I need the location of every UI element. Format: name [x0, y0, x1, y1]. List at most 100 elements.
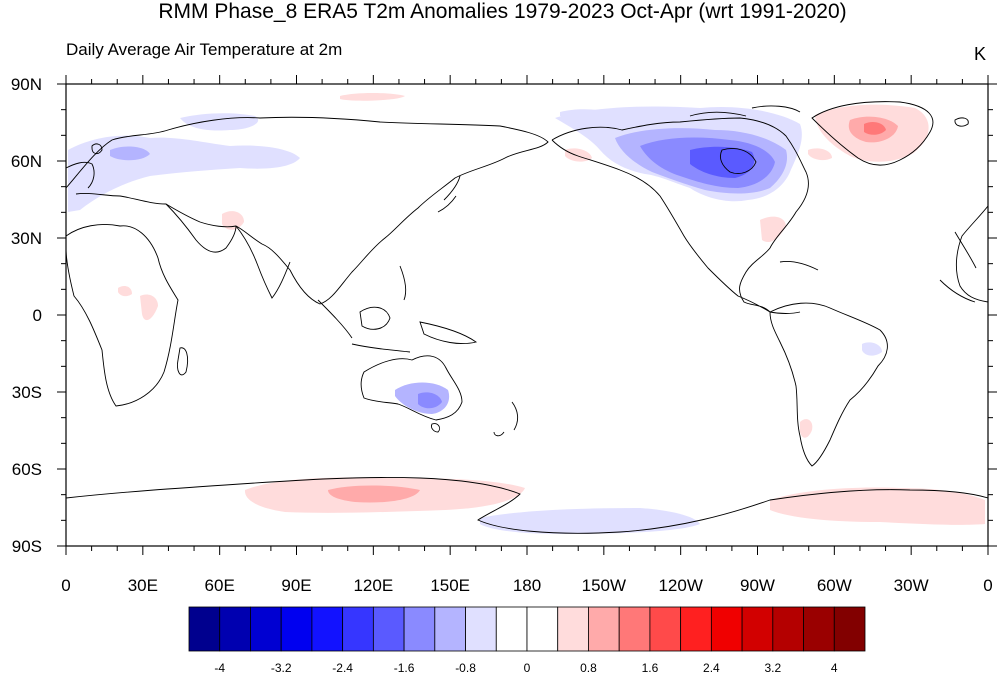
coastline-philippines — [399, 265, 407, 301]
colorbar-swatch — [588, 606, 620, 652]
lon-label: 150W — [582, 576, 626, 595]
coastline-antarctica — [66, 477, 988, 534]
anomaly-warm-us-east — [760, 216, 786, 243]
colorbar-label: 0 — [524, 661, 531, 675]
colorbar-swatch — [188, 606, 221, 652]
lon-label: 120W — [658, 576, 702, 595]
colorbar-swatch — [342, 606, 374, 652]
anomaly-warm-sahara — [118, 286, 132, 297]
lon-label: 180 — [513, 576, 541, 595]
colorbar-swatch — [434, 606, 466, 652]
lon-label: 0 — [61, 576, 70, 595]
colorbar-swatch — [649, 606, 682, 652]
colorbar-swatch — [772, 606, 804, 652]
coastlines — [66, 101, 988, 534]
colorbar-label: 2.4 — [703, 661, 720, 675]
anomaly-cold-russia — [180, 113, 259, 131]
colorbar-swatch — [680, 606, 712, 652]
coastline-hudson-bay — [719, 148, 757, 174]
lon-label: 30E — [128, 576, 158, 595]
lon-label: 60W — [817, 576, 852, 595]
coastline-caribbean — [769, 261, 819, 314]
colorbar-swatch — [311, 606, 344, 652]
units-label: K — [974, 44, 987, 64]
coastline-australia — [360, 355, 463, 421]
lon-label: 90W — [740, 576, 775, 595]
lat-label: 30S — [12, 383, 42, 402]
colorbar-swatch — [557, 606, 589, 652]
lat-label: 0 — [33, 306, 42, 325]
coastline-japan — [437, 175, 461, 213]
colorbar-labels: -4 -3.2 -2.4 -1.6 -0.8 0 0.8 1.6 2.4 3.2 4 — [214, 661, 838, 675]
anomaly-warm-greenland-peak — [864, 122, 886, 135]
anomaly-warm-antarctic-core — [328, 485, 420, 503]
coastline-greenland — [811, 101, 934, 166]
colorbar-swatch — [803, 606, 835, 652]
coastline-borneo — [359, 306, 391, 330]
colorbar-swatch — [833, 606, 866, 652]
anomaly-field — [68, 93, 985, 534]
anomaly-cold-scandinavia — [110, 146, 150, 161]
coastline-africa — [66, 224, 179, 407]
colorbar-swatch — [219, 606, 251, 652]
anomaly-cold-canada-3 — [690, 146, 755, 178]
coastline-madagascar — [177, 347, 189, 376]
lat-label: 30N — [11, 229, 42, 248]
anomaly-warm-middle-east — [222, 211, 244, 230]
longitude-labels: 0 30E 60E 90E 120E 150E 180 150W 120W 90W 60W 30W 0 — [61, 576, 992, 595]
lat-label: 60N — [11, 152, 42, 171]
coastline-arabia — [165, 203, 237, 253]
lon-label: 120E — [353, 576, 393, 595]
lon-label: 0 — [983, 576, 992, 595]
anomaly-cold-antarctic — [480, 508, 700, 534]
coastline-india — [235, 225, 291, 299]
coastline-tasmania — [431, 423, 441, 433]
colorbar-swatch — [495, 606, 528, 652]
coastline-africa-right — [955, 205, 988, 303]
colorbar-label: 0.8 — [580, 661, 597, 675]
anomaly-warm-africa — [140, 294, 158, 321]
colorbar-swatch — [710, 606, 743, 652]
coastline-sumatra — [317, 299, 353, 339]
colorbar-label: 4 — [831, 661, 838, 675]
colorbar-label: -3.2 — [271, 661, 292, 675]
colorbar-swatch — [280, 606, 313, 652]
coastline-britain — [91, 143, 103, 155]
coastline-eurasia — [66, 116, 549, 305]
anomaly-cold-south-america — [862, 342, 882, 356]
lon-label: 30W — [894, 576, 929, 595]
lat-label: 60S — [12, 460, 42, 479]
coastline-arctic-islands — [689, 105, 801, 117]
anomaly-warm-hudson — [808, 148, 832, 161]
coastline-iceland — [954, 117, 969, 127]
colorbar-label: 3.2 — [764, 661, 781, 675]
colorbar-swatch — [465, 606, 497, 652]
lon-label: 90E — [281, 576, 311, 595]
axis-ticks — [57, 75, 997, 555]
lat-label: 90S — [12, 537, 42, 556]
coastline-iberia-right — [939, 231, 977, 303]
coastline-new-zealand — [493, 401, 519, 437]
colorbar-label: 1.6 — [642, 661, 659, 675]
anomaly-warm-antarctic-west — [770, 487, 985, 525]
lat-label: 90N — [11, 75, 42, 94]
colorbar-label: -0.8 — [455, 661, 476, 675]
coastline-europe — [66, 161, 95, 189]
colorbar-swatch — [741, 606, 774, 652]
coastline-north-america — [551, 117, 809, 313]
map-subtitle: Daily Average Air Temperature at 2m — [66, 40, 343, 59]
colorbar-label: -2.4 — [332, 661, 353, 675]
anomaly-warm-south-america — [800, 419, 813, 438]
map-title: RMM Phase_8 ERA5 T2m Anomalies 1979-2023… — [158, 0, 847, 23]
colorbar-swatch — [372, 606, 405, 652]
coastline-new-guinea — [419, 321, 478, 345]
colorbar-swatch — [526, 606, 559, 652]
lon-label: 60E — [205, 576, 235, 595]
colorbar — [188, 606, 866, 652]
lon-label: 150E — [430, 576, 470, 595]
colorbar-swatch — [403, 606, 436, 652]
colorbar-label: -4 — [214, 661, 225, 675]
colorbar-label: -1.6 — [394, 661, 415, 675]
colorbar-swatch — [618, 606, 651, 652]
latitude-labels: 90N 60N 30N 0 30S 60S 90S — [11, 75, 42, 556]
